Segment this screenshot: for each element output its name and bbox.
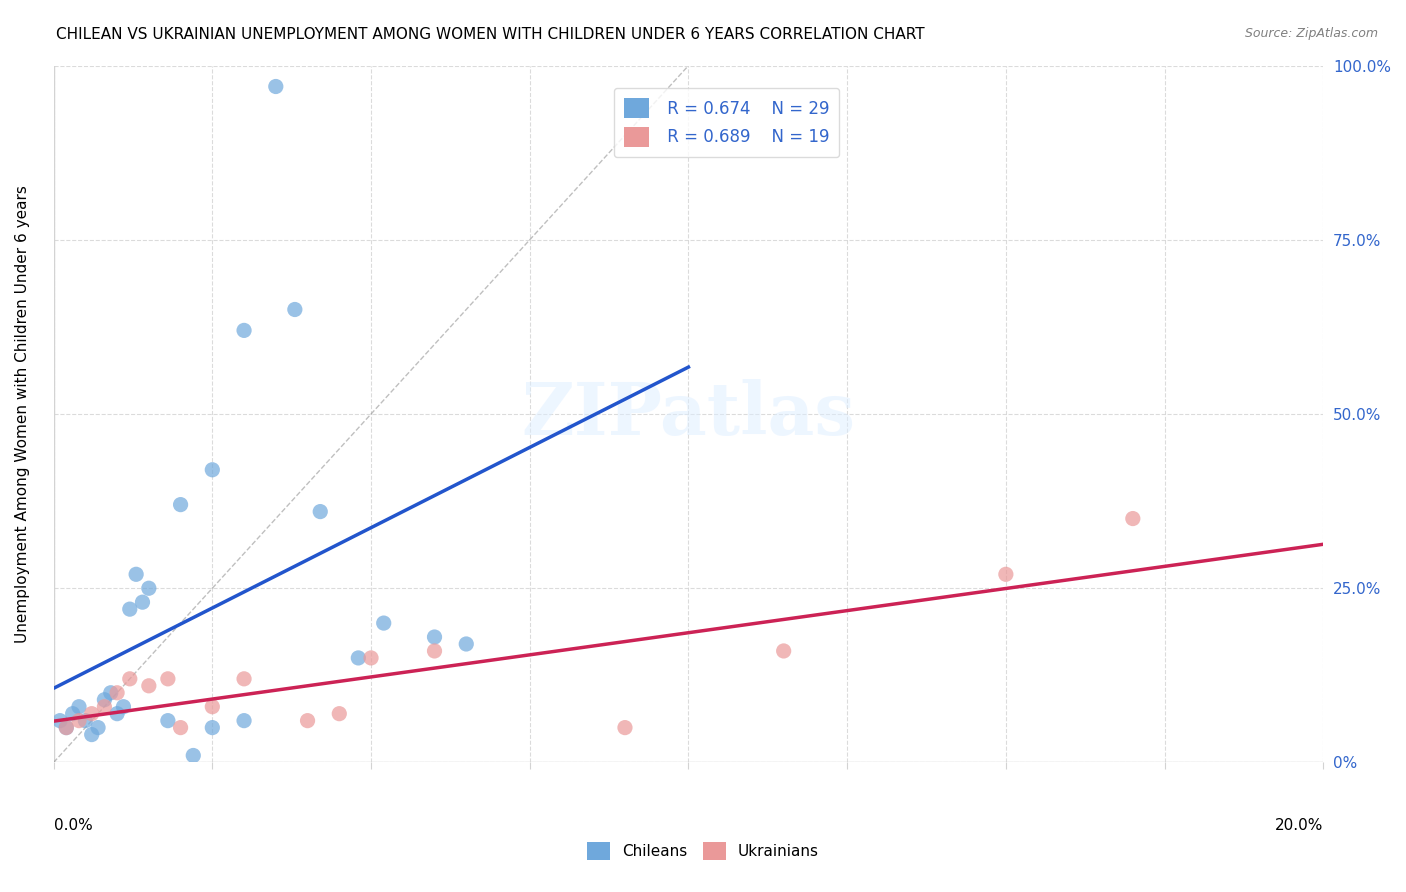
Point xyxy=(284,302,307,317)
Point xyxy=(105,706,128,721)
Y-axis label: Unemployment Among Women with Children Under 6 years: Unemployment Among Women with Children U… xyxy=(15,185,30,643)
Point xyxy=(360,651,382,665)
Point xyxy=(93,699,115,714)
Point xyxy=(93,692,115,706)
Point xyxy=(169,721,191,735)
Point xyxy=(201,721,224,735)
Point xyxy=(125,567,148,582)
Point xyxy=(233,714,256,728)
Point xyxy=(347,651,370,665)
Point xyxy=(49,714,72,728)
Point xyxy=(131,595,153,609)
Point xyxy=(138,679,160,693)
Point xyxy=(373,616,395,631)
Point xyxy=(233,672,256,686)
Point xyxy=(264,79,287,94)
Point xyxy=(87,721,110,735)
Point xyxy=(994,567,1017,582)
Text: CHILEAN VS UKRAINIAN UNEMPLOYMENT AMONG WOMEN WITH CHILDREN UNDER 6 YEARS CORREL: CHILEAN VS UKRAINIAN UNEMPLOYMENT AMONG … xyxy=(56,27,925,42)
Point xyxy=(55,721,77,735)
Point xyxy=(80,706,103,721)
Point xyxy=(100,686,122,700)
Point xyxy=(169,498,191,512)
Point xyxy=(456,637,478,651)
Point xyxy=(201,463,224,477)
Text: 20.0%: 20.0% xyxy=(1275,818,1323,833)
Legend:  R = 0.674    N = 29,  R = 0.689    N = 19: R = 0.674 N = 29, R = 0.689 N = 19 xyxy=(613,88,839,157)
Point xyxy=(105,686,128,700)
Point xyxy=(67,714,90,728)
Point xyxy=(118,672,141,686)
Point xyxy=(62,706,84,721)
Point xyxy=(201,699,224,714)
Point xyxy=(423,644,446,658)
Text: Source: ZipAtlas.com: Source: ZipAtlas.com xyxy=(1244,27,1378,40)
Point xyxy=(772,644,794,658)
Point xyxy=(138,581,160,595)
Point xyxy=(309,505,332,519)
Point xyxy=(181,748,204,763)
Point xyxy=(156,714,179,728)
Text: 0.0%: 0.0% xyxy=(53,818,93,833)
Point xyxy=(67,699,90,714)
Point xyxy=(156,672,179,686)
Point xyxy=(297,714,319,728)
Point xyxy=(613,721,636,735)
Point xyxy=(328,706,350,721)
Point xyxy=(112,699,135,714)
Text: ZIPatlas: ZIPatlas xyxy=(522,378,855,450)
Point xyxy=(423,630,446,644)
Point xyxy=(233,323,256,337)
Point xyxy=(80,728,103,742)
Point xyxy=(1122,511,1144,525)
Point xyxy=(118,602,141,616)
Point xyxy=(75,714,97,728)
Legend: Chileans, Ukrainians: Chileans, Ukrainians xyxy=(581,836,825,866)
Point xyxy=(55,721,77,735)
